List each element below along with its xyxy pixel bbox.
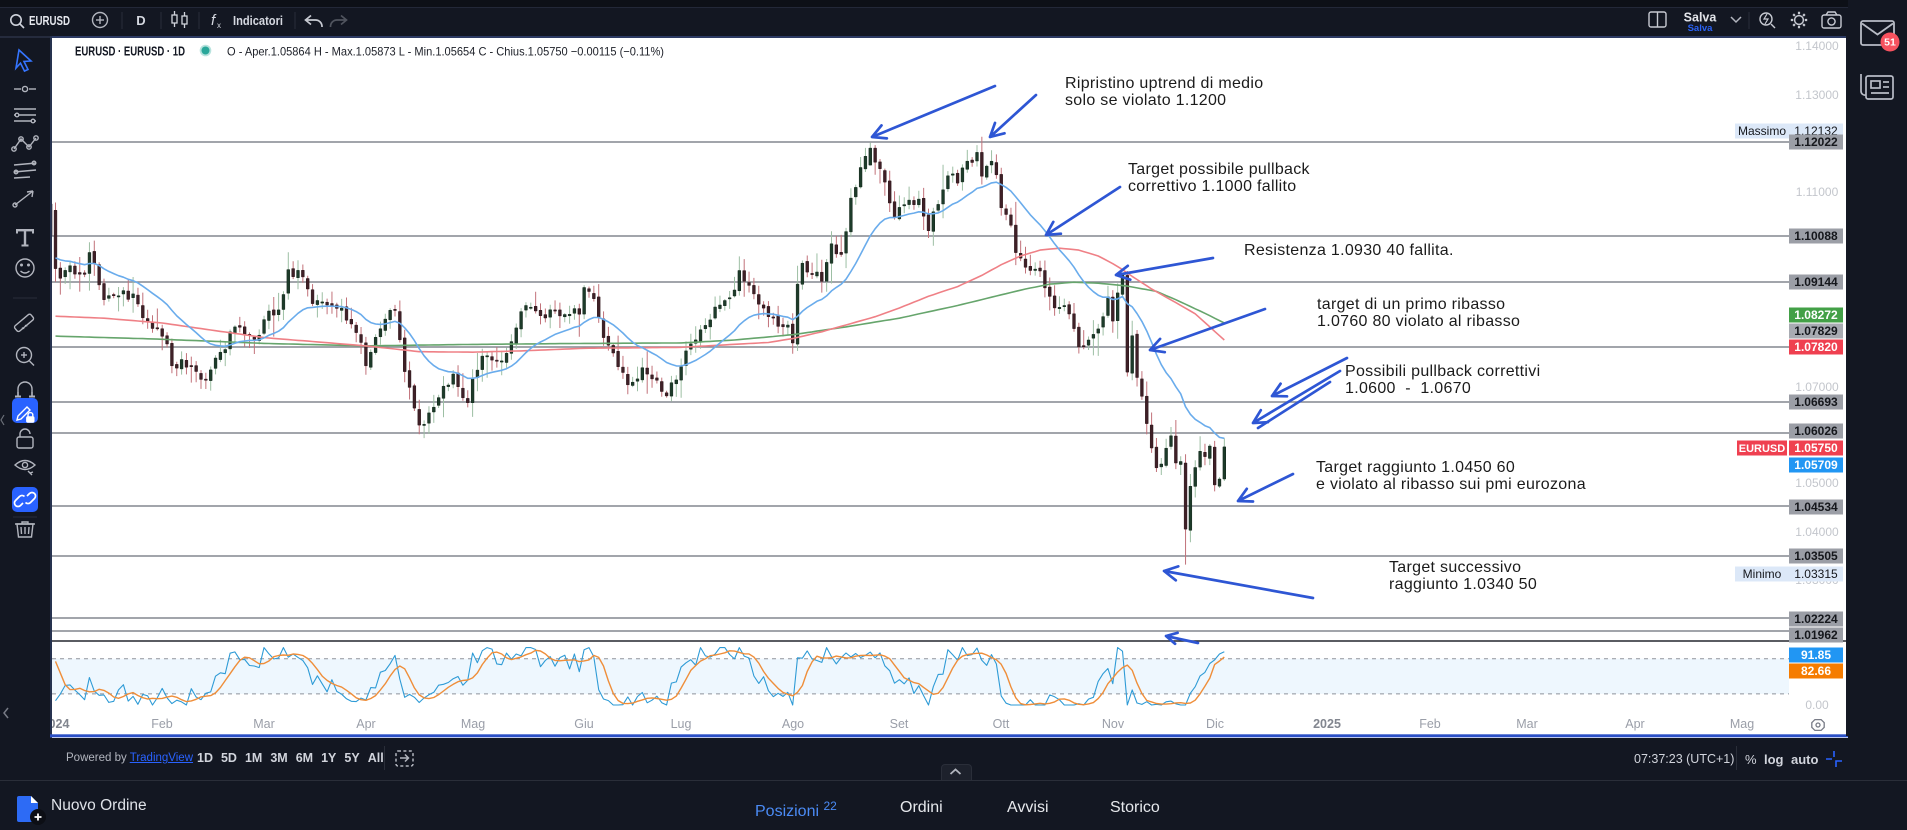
svg-text:1.08272: 1.08272 [1794,308,1838,322]
svg-text:Possibili pullback correttivi: Possibili pullback correttivi [1345,363,1540,380]
svg-text:Ott: Ott [993,717,1010,731]
svg-text:Target possibile pullback: Target possibile pullback [1128,161,1311,178]
svg-text:f: f [211,12,217,29]
svg-text:1.10088: 1.10088 [1794,229,1838,243]
svg-text:EURUSD: EURUSD [1739,443,1786,455]
svg-text:Mar: Mar [253,717,275,731]
svg-text:1.06026: 1.06026 [1794,424,1838,438]
svg-text:Dic: Dic [1206,717,1224,731]
svg-text:Giu: Giu [574,717,594,731]
svg-text:1.12022: 1.12022 [1794,135,1838,149]
svg-text:1.14000: 1.14000 [1795,39,1839,53]
svg-text:e violato al ribasso sui pmi e: e violato al ribasso sui pmi eurozona [1316,476,1586,493]
svg-text:Set: Set [890,717,909,731]
svg-text:1.03505: 1.03505 [1794,549,1838,563]
svg-text:Ripristino uptrend di medio: Ripristino uptrend di medio [1065,75,1263,92]
svg-text:1.04000: 1.04000 [1795,525,1839,539]
svg-text:1.01962: 1.01962 [1794,628,1838,642]
svg-text:2025: 2025 [1313,717,1341,731]
svg-text:Apr: Apr [356,717,375,731]
svg-text:O - Aper.1.05864 H - Max.1.05: O - Aper.1.05864 H - Max.1.05873 L - Min… [227,45,664,59]
svg-text:Mar: Mar [1516,717,1538,731]
svg-text:x: x [217,21,221,30]
svg-text:D: D [136,13,145,28]
svg-text:1.06693: 1.06693 [1794,395,1838,409]
svg-text:1.13000: 1.13000 [1795,88,1839,102]
svg-text:1.02224: 1.02224 [1794,612,1838,626]
svg-text:Feb: Feb [151,717,173,731]
svg-text:1.03315: 1.03315 [1794,567,1838,581]
svg-text:1.0760 80 violato al ribasso: 1.0760 80 violato al ribasso [1317,313,1520,330]
svg-text:1.09144: 1.09144 [1794,275,1838,289]
svg-text:Resistenza 1.0930 40 fallita.: Resistenza 1.0930 40 fallita. [1244,242,1454,259]
svg-text:Mag: Mag [1730,717,1754,731]
svg-text:1.0600 - 1.0670: 1.0600 - 1.0670 [1345,380,1471,397]
svg-text:Massimo: Massimo [1738,124,1786,138]
svg-text:Ago: Ago [782,717,804,731]
svg-text:1.07829: 1.07829 [1794,324,1838,338]
svg-text:51: 51 [1884,37,1896,49]
svg-text:EURUSD · EURUSD · 1D: EURUSD · EURUSD · 1D [75,45,185,59]
svg-text:2024: 2024 [50,717,69,731]
svg-text:0.00: 0.00 [1805,698,1829,712]
svg-text:Target successivo: Target successivo [1389,559,1521,576]
svg-text:1.11000: 1.11000 [1796,185,1839,199]
svg-text:Feb: Feb [1419,717,1441,731]
svg-text:correttivo 1.1000 fallito: correttivo 1.1000 fallito [1128,178,1296,195]
svg-text:Salva: Salva [1684,11,1718,25]
svg-text:solo se violato 1.1200: solo se violato 1.1200 [1065,92,1226,109]
svg-text:Apr: Apr [1625,717,1644,731]
svg-text:Mag: Mag [461,717,485,731]
svg-text:1.05000: 1.05000 [1795,476,1839,490]
svg-text:Lug: Lug [671,717,692,731]
svg-text:91.85: 91.85 [1801,648,1831,662]
svg-text:raggiunto 1.0340 50: raggiunto 1.0340 50 [1389,576,1537,593]
svg-text:Target raggiunto 1.0450 60: Target raggiunto 1.0450 60 [1316,459,1515,476]
svg-text:EURUSD: EURUSD [29,14,70,28]
svg-text:1.07820: 1.07820 [1794,340,1838,354]
svg-text:1.07000: 1.07000 [1795,380,1839,394]
svg-text:target di un primo ribasso: target di un primo ribasso [1317,296,1505,313]
svg-text:82.66: 82.66 [1801,664,1831,678]
svg-text:Indicatori: Indicatori [233,14,283,28]
svg-text:1.05750: 1.05750 [1794,441,1838,455]
svg-text:1.05709: 1.05709 [1794,458,1838,472]
svg-text:Minimo: Minimo [1743,567,1782,581]
svg-text:1.04534: 1.04534 [1794,500,1838,514]
svg-text:Nov: Nov [1102,717,1125,731]
